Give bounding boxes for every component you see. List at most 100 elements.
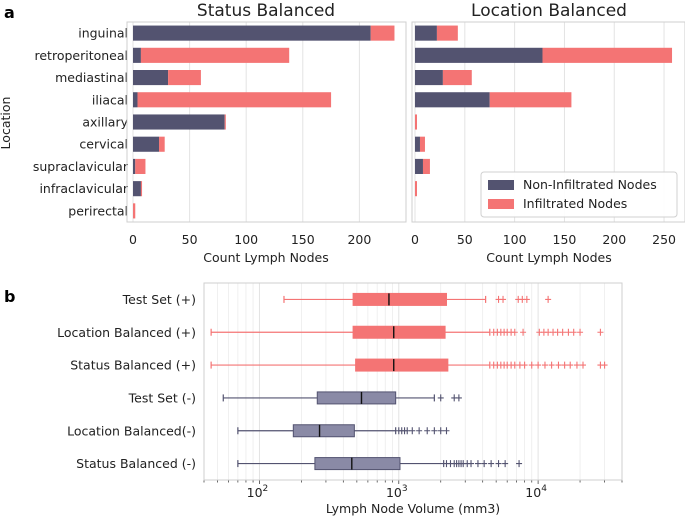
legend: Non-Infiltrated Nodes Infiltrated Nodes bbox=[480, 171, 678, 218]
x-tick-label: 0 bbox=[411, 232, 419, 247]
outlier-status-balanced bbox=[535, 361, 542, 369]
y-tick-label-iliacal: iliacal bbox=[92, 92, 128, 107]
bar-supraclavicular-non-infiltrated bbox=[133, 158, 136, 174]
outlier-status-balanced bbox=[580, 361, 587, 369]
location-balanced-frame bbox=[411, 21, 685, 223]
outlier-test-set bbox=[523, 295, 530, 303]
x-tick-label: 150 bbox=[291, 232, 315, 247]
outlier-test-set bbox=[455, 394, 462, 402]
outlier-status-balanced bbox=[521, 361, 528, 369]
x-tick-label: 150 bbox=[553, 232, 577, 247]
outlier-status-balanced bbox=[561, 361, 568, 369]
bar-supraclavicular-infiltrated bbox=[135, 158, 146, 174]
bar-inguinal-infiltrated bbox=[370, 25, 395, 41]
bar-iliacal-infiltrated bbox=[489, 92, 572, 108]
outlier-status-balanced bbox=[511, 361, 518, 369]
x-tick-label: 50 bbox=[182, 232, 198, 247]
y-tick-label-axillary: axillary bbox=[82, 115, 128, 130]
legend-swatch-non-infiltrated bbox=[488, 180, 514, 190]
y-tick-label-retroperitoneal: retroperitoneal bbox=[35, 48, 129, 63]
panel-b-label: b bbox=[4, 287, 15, 306]
y-tick-label-status-balanced: Status Balanced (-) bbox=[76, 456, 196, 471]
bar-iliacal-infiltrated bbox=[137, 92, 332, 108]
boxplot-xlabel: Lymph Node Volume (mm3) bbox=[326, 501, 500, 516]
status-balanced-xlabel: Count Lymph Nodes bbox=[203, 250, 328, 265]
status-balanced-chart: Status Balanced Location Count Lymph Nod… bbox=[0, 1, 407, 265]
box-location-balanced bbox=[352, 325, 446, 339]
bar-retroperitoneal-non-infiltrated bbox=[415, 47, 543, 63]
bar-mediastinal-non-infiltrated bbox=[133, 70, 169, 86]
outlier-location-balanced bbox=[597, 328, 604, 336]
outlier-location-balanced bbox=[570, 328, 577, 336]
x-tick-label: 0 bbox=[129, 232, 137, 247]
x-tick-label: 104 bbox=[525, 484, 547, 500]
outlier-test-set bbox=[545, 295, 552, 303]
outlier-location-balanced bbox=[404, 427, 411, 435]
outlier-location-balanced bbox=[559, 328, 566, 336]
y-tick-label-mediastinal: mediastinal bbox=[55, 70, 128, 85]
outlier-status-balanced bbox=[495, 460, 502, 468]
y-tick-label-test-set: Test Set (-) bbox=[128, 390, 196, 405]
location-balanced-chart: Location Balanced Count Lymph Nodes 0 50 1… bbox=[411, 1, 685, 265]
outlier-status-balanced bbox=[541, 361, 548, 369]
x-tick-label: 200 bbox=[347, 232, 371, 247]
status-balanced-frame bbox=[126, 21, 407, 223]
bar-retroperitoneal-infiltrated bbox=[542, 47, 673, 63]
box-test-set bbox=[352, 292, 447, 306]
bar-supraclavicular-infiltrated bbox=[422, 158, 430, 174]
bar-mediastinal-infiltrated bbox=[442, 70, 472, 86]
y-tick-label-status-balanced: Status Balanced (+) bbox=[70, 358, 196, 373]
outlier-location-balanced bbox=[431, 427, 438, 435]
location-balanced-title: Location Balanced bbox=[471, 1, 627, 21]
bar-axillary-infiltrated bbox=[224, 114, 226, 130]
outlier-location-balanced bbox=[511, 328, 518, 336]
bar-iliacal-non-infiltrated bbox=[415, 92, 490, 108]
legend-swatch-infiltrated bbox=[488, 199, 514, 209]
outlier-status-balanced bbox=[567, 361, 574, 369]
bar-cervical-infiltrated bbox=[159, 136, 165, 152]
outlier-location-balanced bbox=[565, 328, 572, 336]
x-tick-label: 100 bbox=[503, 232, 527, 247]
outlier-location-balanced bbox=[443, 427, 450, 435]
bar-infraclavicular-infiltrated bbox=[140, 181, 143, 197]
outlier-status-balanced bbox=[516, 460, 523, 468]
bar-cervical-non-infiltrated bbox=[133, 136, 160, 152]
x-tick-label: 50 bbox=[457, 232, 473, 247]
location-axis-label: Location bbox=[0, 97, 13, 150]
bar-supraclavicular-non-infiltrated bbox=[415, 158, 423, 174]
outlier-status-balanced bbox=[502, 460, 509, 468]
x-tick-label: 102 bbox=[247, 484, 269, 500]
outlier-status-balanced bbox=[468, 460, 475, 468]
y-tick-label-location-balanced: Location Balanced(-) bbox=[67, 423, 196, 438]
outlier-status-balanced bbox=[488, 460, 495, 468]
outlier-status-balanced bbox=[573, 361, 580, 369]
bar-inguinal-infiltrated bbox=[436, 25, 458, 41]
y-tick-label-perirectal: perirectal bbox=[68, 203, 128, 218]
bar-retroperitoneal-infiltrated bbox=[140, 47, 290, 63]
y-tick-label-location-balanced: Location Balanced (+) bbox=[57, 325, 196, 340]
location-balanced-xlabel: Count Lymph Nodes bbox=[486, 250, 611, 265]
bar-mediastinal-infiltrated bbox=[168, 70, 201, 86]
outlier-location-balanced bbox=[424, 427, 431, 435]
outlier-location-balanced bbox=[409, 427, 416, 435]
boxplot-frame bbox=[203, 282, 623, 481]
bar-cervical-non-infiltrated bbox=[415, 136, 420, 152]
bar-retroperitoneal-non-infiltrated bbox=[133, 47, 141, 63]
outlier-location-balanced bbox=[520, 328, 527, 336]
outlier-location-balanced bbox=[416, 427, 423, 435]
box-test-set bbox=[316, 391, 397, 405]
outlier-location-balanced bbox=[554, 328, 561, 336]
box-status-balanced bbox=[314, 457, 401, 471]
x-tick-label: 200 bbox=[602, 232, 626, 247]
outlier-test-set bbox=[500, 295, 507, 303]
bar-perirectal-infiltrated bbox=[133, 203, 136, 219]
bar-inguinal-non-infiltrated bbox=[415, 25, 437, 41]
y-tick-label-test-set: Test Set (+) bbox=[122, 292, 196, 307]
outlier-status-balanced bbox=[528, 361, 535, 369]
bar-inguinal-non-infiltrated bbox=[133, 25, 371, 41]
outlier-status-balanced bbox=[555, 361, 562, 369]
volume-boxplot-chart: Test Set (+) Location Balanced (+) Status … bbox=[57, 282, 623, 516]
box-location-balanced bbox=[292, 424, 355, 438]
box-status-balanced bbox=[355, 358, 449, 372]
